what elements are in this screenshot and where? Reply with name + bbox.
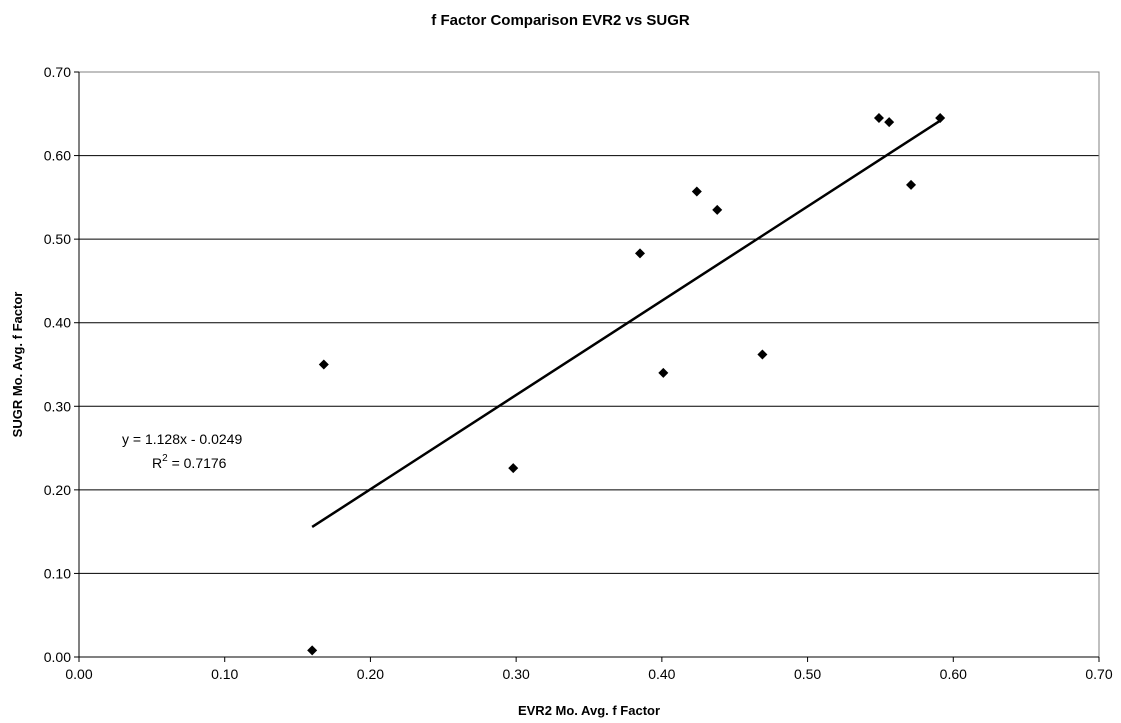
y-tick-label: 0.10 xyxy=(44,565,71,581)
x-axis-title: EVR2 Mo. Avg. f Factor xyxy=(518,703,660,718)
plot-area-border xyxy=(78,71,1100,658)
x-tick-label: 0.40 xyxy=(648,666,675,682)
r-squared-value: = 0.7176 xyxy=(168,455,227,471)
x-tick-label: 0.20 xyxy=(357,666,384,682)
x-tick-label: 0.30 xyxy=(503,666,530,682)
x-tick-label: 0.70 xyxy=(1085,666,1112,682)
x-tick-label: 0.10 xyxy=(211,666,238,682)
gridlines xyxy=(79,155,1099,574)
data-point xyxy=(508,463,519,474)
r-squared-superscript: 2 xyxy=(162,453,168,464)
trendline xyxy=(311,119,941,529)
y-axis-title: SUGR Mo. Avg. f Factor xyxy=(10,292,25,438)
x-axis: 0.00 0.10 0.20 0.30 0.40 0.50 0.60 0.70 xyxy=(65,656,1113,682)
data-point xyxy=(318,359,329,370)
y-tick-label: 0.00 xyxy=(44,649,71,665)
y-tick-label: 0.20 xyxy=(44,482,71,498)
data-point xyxy=(935,112,946,123)
data-point xyxy=(884,117,895,128)
trendline-r-squared: R2 = 0.7176 xyxy=(152,453,227,471)
data-point xyxy=(906,179,917,190)
x-tick-label: 0.00 xyxy=(65,666,92,682)
chart-title: f Factor Comparison EVR2 vs SUGR xyxy=(431,12,690,29)
x-tick-label: 0.50 xyxy=(794,666,821,682)
data-point xyxy=(873,112,884,123)
y-tick-label: 0.40 xyxy=(44,315,71,331)
data-point xyxy=(307,645,318,656)
data-point xyxy=(635,248,645,259)
data-point xyxy=(691,186,702,197)
y-tick-label: 0.50 xyxy=(44,231,71,247)
r-squared-label: R xyxy=(152,455,162,471)
data-point xyxy=(712,204,723,215)
y-axis: 0.00 0.10 0.20 0.30 0.40 0.50 0.60 0.70 xyxy=(44,64,80,665)
y-tick-label: 0.60 xyxy=(44,148,71,164)
x-tick-label: 0.60 xyxy=(940,666,967,682)
data-points xyxy=(307,112,946,656)
trendline-equation: y = 1.128x - 0.0249 xyxy=(122,431,242,447)
y-tick-label: 0.30 xyxy=(44,398,71,414)
y-tick-label: 0.70 xyxy=(44,64,71,80)
data-point xyxy=(658,367,669,378)
data-point xyxy=(757,349,768,360)
